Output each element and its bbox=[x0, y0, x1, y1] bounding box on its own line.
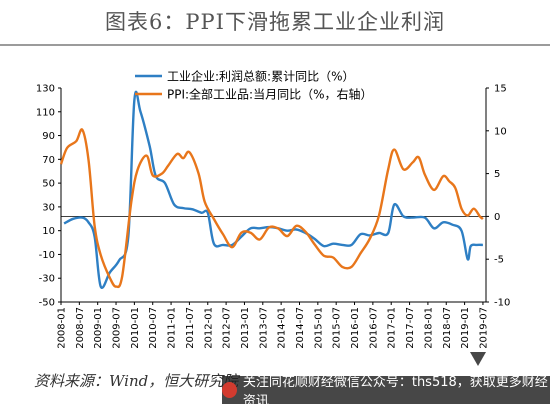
y-left-tick-label: 30 bbox=[42, 202, 55, 213]
x-tick-label: 2012-01 bbox=[203, 307, 214, 349]
series-line-profit bbox=[63, 90, 483, 289]
y-left-tick-label: 70 bbox=[42, 155, 55, 166]
y-right-tick-label: -10 bbox=[494, 298, 510, 309]
y-right-tick-label: 5 bbox=[494, 169, 500, 180]
plot-area bbox=[60, 88, 487, 303]
x-tick-label: 2008-07 bbox=[75, 307, 86, 349]
y-right-tick-label: 10 bbox=[494, 126, 507, 137]
y-right-tick-label: 15 bbox=[494, 84, 507, 95]
x-axis: 2008-01 2008-07 2009-01 2009-07 2010-01 2010-… bbox=[57, 302, 489, 349]
title-divider bbox=[0, 44, 550, 46]
series-line-ppi bbox=[59, 128, 484, 289]
x-tick-label: 2016-01 bbox=[350, 307, 361, 349]
source-note: 资料来源：Wind，恒大研究院 bbox=[34, 372, 239, 390]
x-tick-label: 2019-07 bbox=[478, 307, 489, 349]
banner-text[interactable]: 关注同花顺财经微信公众号：ths518，获取更多财经资讯 bbox=[242, 375, 548, 409]
logo-icon bbox=[222, 382, 237, 398]
x-tick-label: 2009-01 bbox=[93, 307, 104, 349]
x-tick-label: 2011-01 bbox=[167, 307, 178, 349]
x-tick-label: 2013-01 bbox=[240, 307, 251, 349]
x-tick-label: 2010-07 bbox=[148, 307, 159, 349]
right-y-axis: 15 10 5 0 -5 -10 bbox=[486, 84, 510, 309]
x-tick-label: 2018-07 bbox=[442, 307, 453, 349]
y-left-tick-label: 130 bbox=[36, 84, 55, 95]
x-tick-label: 2011-07 bbox=[185, 307, 196, 349]
y-left-tick-label: 50 bbox=[42, 179, 55, 190]
x-tick-label: 2015-07 bbox=[332, 307, 343, 349]
y-left-tick-label: 10 bbox=[42, 226, 55, 237]
x-tick-label: 2013-07 bbox=[258, 307, 269, 349]
x-tick-label: 2010-01 bbox=[130, 307, 141, 349]
promo-banner[interactable]: 关注同花顺财经微信公众号：ths518，获取更多财经资讯 bbox=[222, 375, 550, 409]
legend-label-profit: 工业企业:利润总额:累计同比（%） bbox=[167, 69, 355, 84]
x-tick-label: 2008-01 bbox=[57, 307, 68, 349]
y-left-tick-label: 90 bbox=[42, 131, 55, 142]
x-tick-label: 2018-01 bbox=[423, 307, 434, 349]
y-left-tick-label: -50 bbox=[39, 298, 55, 309]
x-tick-label: 2017-01 bbox=[387, 307, 398, 349]
x-tick-label: 2012-07 bbox=[222, 307, 233, 349]
x-tick-label: 2016-07 bbox=[368, 307, 379, 349]
x-tick-label: 2014-07 bbox=[295, 307, 306, 349]
x-tick-label: 2019-01 bbox=[460, 307, 471, 349]
y-left-tick-label: -10 bbox=[39, 250, 55, 261]
chart-title: 图表6：PPI下滑拖累工业企业利润 bbox=[105, 10, 445, 34]
y-left-tick-label: 110 bbox=[36, 107, 55, 118]
legend: 工业企业:利润总额:累计同比（%） PPI:全部工业品:当月同比（%，右轴） bbox=[135, 69, 373, 102]
y-right-tick-label: 0 bbox=[494, 212, 500, 223]
x-tick-label: 2014-01 bbox=[277, 307, 288, 349]
legend-label-ppi: PPI:全部工业品:当月同比（%，右轴） bbox=[167, 87, 373, 102]
y-right-tick-label: -5 bbox=[494, 255, 504, 266]
y-left-tick-label: -30 bbox=[39, 274, 55, 285]
x-tick-label: 2017-07 bbox=[405, 307, 416, 349]
x-tick-label: 2009-07 bbox=[112, 307, 123, 349]
left-y-axis: 130 110 90 70 50 30 10 -10 -30 -50 bbox=[36, 84, 61, 309]
x-tick-label: 2015-01 bbox=[313, 307, 324, 349]
